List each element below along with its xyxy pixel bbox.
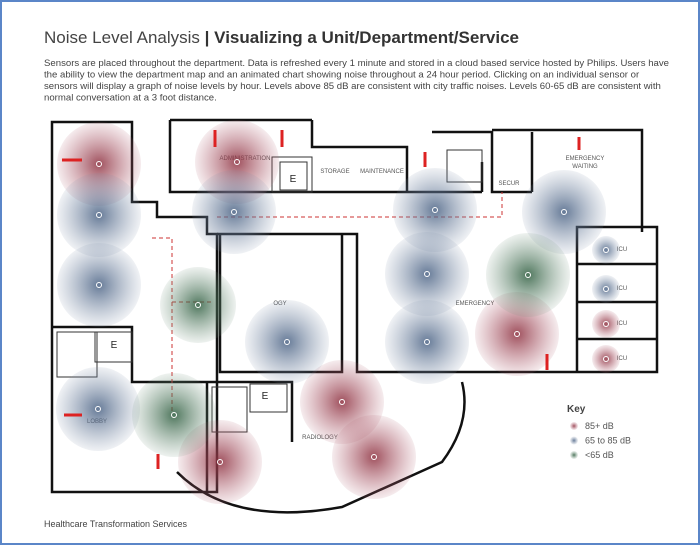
exit-arrows bbox=[62, 130, 581, 469]
route bbox=[152, 192, 503, 414]
room-label: RADIOLOGY bbox=[302, 435, 338, 441]
key-title: Key bbox=[567, 404, 586, 415]
room-label: E bbox=[262, 391, 269, 402]
room-label: ICU bbox=[617, 286, 627, 292]
room-label: EMERGENCY bbox=[566, 156, 605, 162]
sensor-zone bbox=[592, 275, 620, 303]
sensor bbox=[371, 454, 377, 460]
sensor-zone bbox=[245, 300, 329, 384]
sensor bbox=[424, 271, 430, 277]
room-label: E bbox=[290, 174, 297, 185]
room-label: WAITING bbox=[572, 164, 598, 170]
description-line: normal conversation at a 3 foot distance… bbox=[44, 93, 217, 104]
key-label: 85+ dB bbox=[585, 421, 614, 431]
wall bbox=[217, 132, 659, 374]
sensor-zone bbox=[592, 345, 620, 373]
sensor bbox=[603, 247, 609, 253]
sensor bbox=[514, 331, 520, 337]
sensor bbox=[171, 412, 177, 418]
sensor bbox=[96, 161, 102, 167]
sensor bbox=[432, 207, 438, 213]
room-label: MAINTENANCE bbox=[360, 169, 404, 175]
sensor-zone bbox=[57, 243, 141, 327]
sensor-zone bbox=[57, 173, 141, 257]
sensor bbox=[525, 272, 531, 278]
elevator bbox=[94, 161, 308, 413]
sensor-zone bbox=[332, 415, 416, 499]
sensor bbox=[96, 282, 102, 288]
key-label: <65 dB bbox=[585, 450, 614, 460]
sensor-zone bbox=[393, 168, 477, 252]
footer: Healthcare Transformation Services bbox=[44, 519, 188, 529]
key-swatch bbox=[570, 451, 578, 459]
sensor bbox=[95, 406, 101, 412]
sensor bbox=[96, 212, 102, 218]
sensor bbox=[603, 356, 609, 362]
sensor bbox=[217, 459, 223, 465]
room-label: SECUR bbox=[498, 181, 520, 187]
sensor-zone bbox=[592, 236, 620, 264]
sensor-zone bbox=[192, 170, 276, 254]
sensor-zone bbox=[56, 367, 140, 451]
room-label: E bbox=[111, 340, 118, 351]
description-line: the ability to view the department map a… bbox=[44, 70, 640, 81]
sensor bbox=[284, 339, 290, 345]
sensor bbox=[339, 399, 345, 405]
sensor-zone bbox=[486, 233, 570, 317]
sensor-zone bbox=[385, 300, 469, 384]
sensor bbox=[424, 339, 430, 345]
description-line: sensors will display a graph of noise le… bbox=[44, 81, 661, 92]
sensor bbox=[603, 286, 609, 292]
room-label: ICU bbox=[617, 356, 627, 362]
sensor bbox=[231, 209, 237, 215]
key-swatch bbox=[570, 436, 578, 445]
sensor bbox=[195, 302, 201, 308]
sensor-zone bbox=[522, 170, 606, 254]
room-label: EMERGENCY bbox=[456, 301, 495, 307]
title: Noise Level Analysis | Visualizing a Uni… bbox=[44, 28, 519, 47]
sensor bbox=[234, 159, 240, 165]
sensor-zone bbox=[132, 373, 216, 457]
sensor-zone bbox=[385, 232, 469, 316]
room-label: ICU bbox=[617, 247, 627, 253]
sensor-zone bbox=[592, 310, 620, 338]
room-label: STORAGE bbox=[320, 169, 349, 175]
sensor bbox=[603, 321, 609, 327]
sensor-zone bbox=[160, 267, 236, 343]
description-line: Sensors are placed throughout the depart… bbox=[44, 58, 669, 69]
wall bbox=[168, 118, 482, 194]
key-swatch bbox=[570, 422, 578, 430]
room-label: ICU bbox=[617, 321, 627, 327]
sensor bbox=[561, 209, 567, 215]
key-label: 65 to 85 dB bbox=[585, 436, 631, 446]
